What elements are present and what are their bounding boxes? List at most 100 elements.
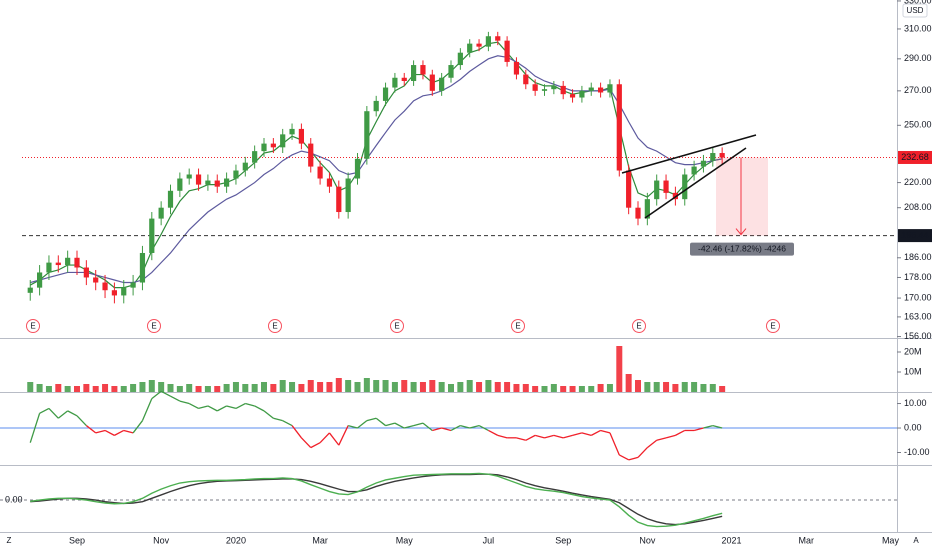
candle-body (607, 84, 613, 93)
candle-body (205, 180, 211, 185)
candle-body (336, 186, 342, 213)
x-tick-label: 2021 (721, 535, 741, 545)
oscillator-segment (422, 422, 433, 431)
volume-bar (606, 384, 613, 392)
volume-bar (261, 382, 267, 392)
candle-body (270, 143, 276, 148)
candle-body (242, 162, 248, 171)
price-range-label: -42.46 (-17.82%) -4246 (698, 243, 786, 253)
labels-layer: 330.00 310.00 290.00 270.00 250.00 220.00 208.… (5, 0, 932, 545)
candle-body (252, 151, 258, 163)
last-price-box (898, 150, 932, 164)
volume-bar (504, 382, 511, 392)
volume-bar (672, 384, 679, 392)
corner-left: Z (7, 536, 12, 545)
candle-body (354, 158, 361, 179)
pane-separators (0, 0, 932, 533)
volume-bar (373, 380, 380, 392)
oscillator-segment (544, 434, 555, 439)
volume-bar (111, 386, 118, 392)
oscillator-segment (273, 417, 283, 422)
oscillator-segment (39, 407, 50, 414)
oscillator-segment (132, 420, 143, 434)
volume-bar (270, 384, 277, 392)
volume-bar (148, 380, 155, 392)
oscillator-segment (488, 429, 499, 436)
volume-bar (195, 386, 202, 392)
oscillator-segment (590, 429, 601, 436)
candle-body (439, 77, 445, 91)
x-tick-label: Mar (799, 535, 815, 545)
candle-body (65, 257, 71, 266)
x-tick-label: Jul (483, 535, 495, 545)
candle-body (364, 111, 370, 159)
oscillator-segment (366, 417, 377, 422)
earnings-marker (511, 319, 525, 333)
oscillator-segment (628, 456, 639, 461)
oscillator-segment (160, 390, 171, 397)
oscillator-segment (85, 425, 97, 434)
candle-body (579, 90, 585, 98)
y-tick-label: 178.00 (904, 272, 932, 282)
volume-bar (476, 382, 483, 392)
candle-body (27, 287, 33, 293)
candle-body (308, 143, 314, 167)
y-tick-label: 330.00 (904, 0, 932, 5)
candle-body (682, 174, 688, 200)
volume-bar (532, 386, 539, 392)
candle-body (186, 174, 192, 179)
candle-body (541, 89, 548, 91)
oscillator-segment (703, 424, 713, 429)
oscillator-segment (665, 434, 676, 439)
oscillator-segment (57, 410, 69, 419)
volume-bar (448, 384, 454, 392)
volume-bar (223, 384, 230, 392)
oscillator-segment (497, 434, 508, 439)
candle-body (83, 267, 89, 278)
volume-bar (186, 384, 193, 392)
volume-bar (158, 382, 165, 392)
oscillator-segment (432, 427, 442, 432)
horizontal-line-label: 195.44 (901, 230, 929, 240)
volume-bar (92, 386, 99, 392)
volume-bar (232, 382, 239, 392)
oscillator-segment (114, 429, 125, 436)
x-tick-label: Mar (312, 535, 328, 545)
volume-bar (317, 382, 324, 392)
volume-bar (167, 384, 174, 392)
volume-bar (635, 380, 641, 392)
candle-body (317, 166, 323, 179)
volume-bar (494, 382, 501, 392)
volume-bar (204, 386, 211, 392)
candle-body (635, 207, 641, 219)
volume-bar (578, 386, 585, 392)
candle-body (411, 65, 417, 81)
candle-body (111, 290, 117, 296)
candle-body (598, 87, 604, 93)
y-tick-label: 220.00 (904, 177, 932, 187)
volume-bar (279, 380, 286, 392)
oscillator-segment (469, 424, 480, 429)
candle-body (504, 40, 510, 62)
oscillator-segment (618, 454, 629, 461)
earnings-label: E (770, 322, 775, 331)
volume-bar (588, 386, 595, 392)
volume-bar (363, 378, 370, 392)
oscillator-segment (245, 402, 255, 407)
volume-bar (597, 384, 604, 392)
oscillator-segment (404, 424, 414, 429)
oscillator-segment (441, 427, 452, 432)
volume-bar (410, 382, 417, 392)
volume-bar (251, 384, 258, 392)
y-tick-label: 310.00 (904, 23, 932, 33)
last-price-label: 232.68 (901, 152, 929, 162)
volume-bar (550, 384, 557, 392)
candle-body (233, 170, 239, 179)
volume-bar (335, 378, 342, 392)
volume-bar (700, 384, 707, 392)
volume-bar (625, 374, 632, 392)
candle-body (177, 178, 183, 191)
candle-body (345, 178, 351, 213)
oscillator-segment (319, 432, 330, 444)
candle-body (654, 180, 660, 200)
